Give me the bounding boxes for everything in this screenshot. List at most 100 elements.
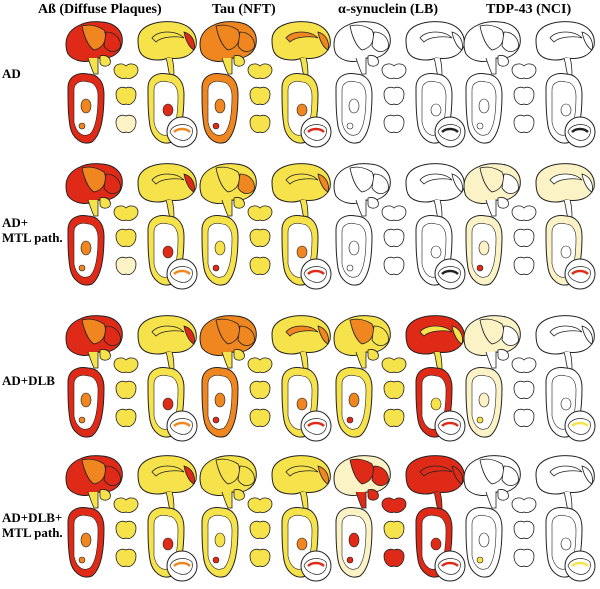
brainstem-sections [247,357,273,427]
medial-brainstem [563,491,573,511]
brainstem [485,57,497,75]
medulla-section [383,114,405,133]
hippocampus-ca1 [307,269,325,275]
medulla-section [249,114,271,133]
occipital-region [371,173,389,194]
row-label-line: MTL path. [2,525,63,540]
row-label-line: AD+DLB [2,373,55,388]
amygdala-left [78,416,86,424]
brain-panel-synuclein-row4 [333,455,466,582]
hippocampus-inset [564,116,596,148]
brainstem-sections [381,497,407,567]
hippocampus-ca1 [441,127,459,133]
thalamus-right [296,245,308,259]
medial-view [271,21,331,77]
medulla-section [513,548,535,567]
hippocampus-outline [303,558,327,575]
column-header-tdp43: TDP-43 (NCI) [486,2,572,17]
medial-brainstem [165,351,175,371]
hippocampus-outline [437,266,461,283]
medial-cortex [137,163,197,203]
coronal-section-left [201,73,239,144]
cerebellum-section [381,497,407,513]
hippocampus-outline [303,124,327,141]
hippocampus-ca1 [173,269,191,275]
basal-ganglia-left [214,98,226,114]
cerebellum-section [113,497,139,513]
brainstem-sections [511,357,537,427]
cingulate-region [285,31,319,43]
basal-ganglia-left [348,532,360,548]
thalamus-right [162,245,174,259]
medulla-section [249,548,271,567]
medial-cortex [271,315,331,355]
brain-panel-tdp43-row4 [463,455,596,582]
brainstem-sections [247,205,273,275]
brainstem-sections [511,497,537,567]
occipital-region [103,31,121,52]
medial-cortex [137,315,197,355]
cerebellum [497,55,509,67]
hippocampus-inset [300,410,332,442]
cerebellum-section [247,497,273,513]
cerebellum [99,349,111,361]
hippocampus-inset [434,258,466,290]
medial-brainstem [433,57,443,77]
medulla-section [513,114,535,133]
pons-section [115,520,137,539]
cerebellum-section [511,205,537,221]
medial-cortex [137,21,197,61]
cerebellum [233,55,245,67]
cingulate-region [549,31,583,43]
cerebellum-section [113,63,139,79]
hippocampus-ca1 [571,127,589,133]
medulla-section [115,548,137,567]
cingulate-region [285,173,319,185]
hippocampus-inset [300,550,332,582]
medial-occipital-region [183,173,195,193]
coronal-section-left [335,367,373,438]
hippocampus-inset [166,258,198,290]
brainstem-sections [113,63,139,133]
hippocampus-outline [303,266,327,283]
brainstem [221,491,233,509]
hippocampus-inset [434,116,466,148]
hippocampus-outline [567,558,591,575]
medial-cortex [535,315,595,355]
hippocampus-ca1 [307,561,325,567]
cerebellum [367,349,379,361]
thalamus-right [560,103,572,117]
amygdala-left [212,122,220,130]
basal-ganglia-left [214,532,226,548]
brainstem-sections [247,63,273,133]
medial-occipital-region [581,31,593,51]
medial-occipital-region [451,31,463,51]
brainstem [87,351,99,369]
thalamus-right [162,537,174,551]
coronal-section-left [67,367,105,438]
amygdala-left [476,264,484,272]
brain-panel-synuclein-row3 [333,315,466,442]
brainstem [221,57,233,75]
occipital-region [237,31,255,52]
brainstem-sections [511,205,537,275]
occipital-region [237,465,255,486]
row-label-ad-dlb-mtl: AD+DLB+ MTL path. [2,510,63,540]
basal-ganglia-left [478,240,490,256]
brainstem-sections [247,497,273,567]
brain-panel-abeta-row1 [65,21,198,148]
hippocampus-outline [437,558,461,575]
cerebellum [233,489,245,501]
hippocampus-outline [169,124,193,141]
cingulate-region [151,173,185,185]
medulla-section [115,408,137,427]
occipital-region [371,465,389,486]
pons-section [249,380,271,399]
pons-section [383,380,405,399]
cerebellum-section [381,63,407,79]
medial-cortex [405,21,465,61]
basal-ganglia-left [214,240,226,256]
medial-cortex [535,455,595,495]
row-label-line: AD [2,66,21,81]
medial-cortex [405,163,465,203]
